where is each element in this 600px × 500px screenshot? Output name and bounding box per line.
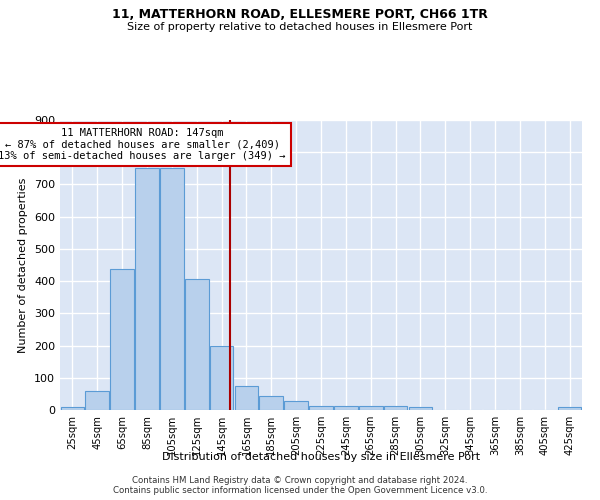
Bar bbox=[309, 406, 333, 410]
Text: 11 MATTERHORN ROAD: 147sqm
← 87% of detached houses are smaller (2,409)
13% of s: 11 MATTERHORN ROAD: 147sqm ← 87% of deta… bbox=[0, 128, 286, 162]
Y-axis label: Number of detached properties: Number of detached properties bbox=[19, 178, 28, 352]
Bar bbox=[110, 269, 134, 410]
Text: Contains HM Land Registry data © Crown copyright and database right 2024.: Contains HM Land Registry data © Crown c… bbox=[132, 476, 468, 485]
Text: 11, MATTERHORN ROAD, ELLESMERE PORT, CH66 1TR: 11, MATTERHORN ROAD, ELLESMERE PORT, CH6… bbox=[112, 8, 488, 20]
Text: Size of property relative to detached houses in Ellesmere Port: Size of property relative to detached ho… bbox=[127, 22, 473, 32]
Text: Contains public sector information licensed under the Open Government Licence v3: Contains public sector information licen… bbox=[113, 486, 487, 495]
Bar bbox=[210, 346, 233, 410]
Bar bbox=[135, 168, 159, 410]
Text: Distribution of detached houses by size in Ellesmere Port: Distribution of detached houses by size … bbox=[162, 452, 480, 462]
Bar bbox=[409, 407, 432, 410]
Bar bbox=[334, 406, 358, 410]
Bar bbox=[384, 406, 407, 410]
Bar bbox=[160, 168, 184, 410]
Bar bbox=[359, 406, 383, 410]
Bar bbox=[284, 401, 308, 410]
Bar bbox=[185, 278, 209, 410]
Bar bbox=[558, 408, 581, 410]
Bar bbox=[61, 407, 84, 410]
Bar bbox=[259, 396, 283, 410]
Bar bbox=[235, 386, 258, 410]
Bar bbox=[85, 390, 109, 410]
